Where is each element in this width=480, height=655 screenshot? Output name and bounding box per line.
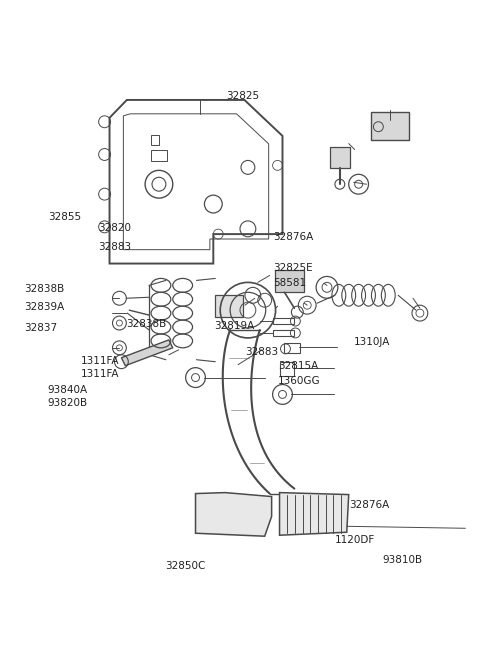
Text: 1311FA: 1311FA [81,356,120,365]
Text: 1310JA: 1310JA [354,337,390,347]
Text: 32815A: 32815A [278,362,318,371]
Text: 1311FA: 1311FA [81,369,120,379]
Polygon shape [121,340,173,365]
Text: 32838B: 32838B [24,284,64,293]
Text: 93820B: 93820B [48,398,88,409]
Text: 32825: 32825 [226,90,259,101]
Bar [151,149,167,161]
Text: 32876A: 32876A [349,500,389,510]
Bar [273,318,294,324]
Bar [285,343,300,353]
Text: 32876A: 32876A [273,232,313,242]
Bar [372,112,409,140]
Bar [275,271,304,292]
Polygon shape [279,493,349,535]
Text: 32819A: 32819A [214,320,254,331]
Text: 93840A: 93840A [48,385,88,395]
Text: 32838B: 32838B [126,318,167,329]
Text: 32839A: 32839A [24,302,64,312]
Text: 32820: 32820 [97,223,131,233]
Text: 32837: 32837 [24,323,57,333]
Text: 93810B: 93810B [383,555,422,565]
Text: 32855: 32855 [48,212,81,222]
Bar [216,295,243,317]
Text: 1360GG: 1360GG [278,376,321,386]
Text: 32883: 32883 [97,242,131,252]
Text: 32883: 32883 [245,346,278,356]
Polygon shape [330,147,350,168]
Bar [279,362,294,375]
Bar [273,330,294,336]
Bar [151,135,159,145]
Text: 32850C: 32850C [165,561,205,572]
Text: 58581: 58581 [273,278,306,288]
Polygon shape [195,493,272,536]
Text: 1120DF: 1120DF [335,535,375,545]
Text: 32825E: 32825E [273,263,313,272]
